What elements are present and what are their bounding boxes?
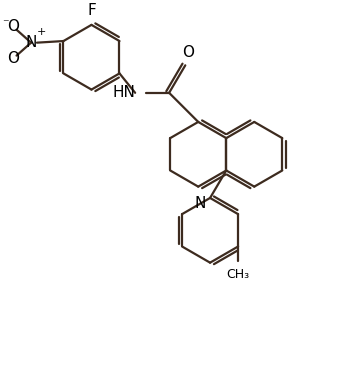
Text: O: O bbox=[7, 51, 19, 66]
Text: N: N bbox=[25, 35, 37, 50]
Text: HN: HN bbox=[112, 85, 135, 100]
Text: O: O bbox=[183, 46, 195, 60]
Text: ⁻: ⁻ bbox=[2, 17, 8, 30]
Text: F: F bbox=[87, 4, 96, 18]
Text: +: + bbox=[37, 27, 46, 37]
Text: N: N bbox=[194, 196, 206, 211]
Text: CH₃: CH₃ bbox=[226, 268, 250, 280]
Text: O: O bbox=[7, 19, 19, 34]
